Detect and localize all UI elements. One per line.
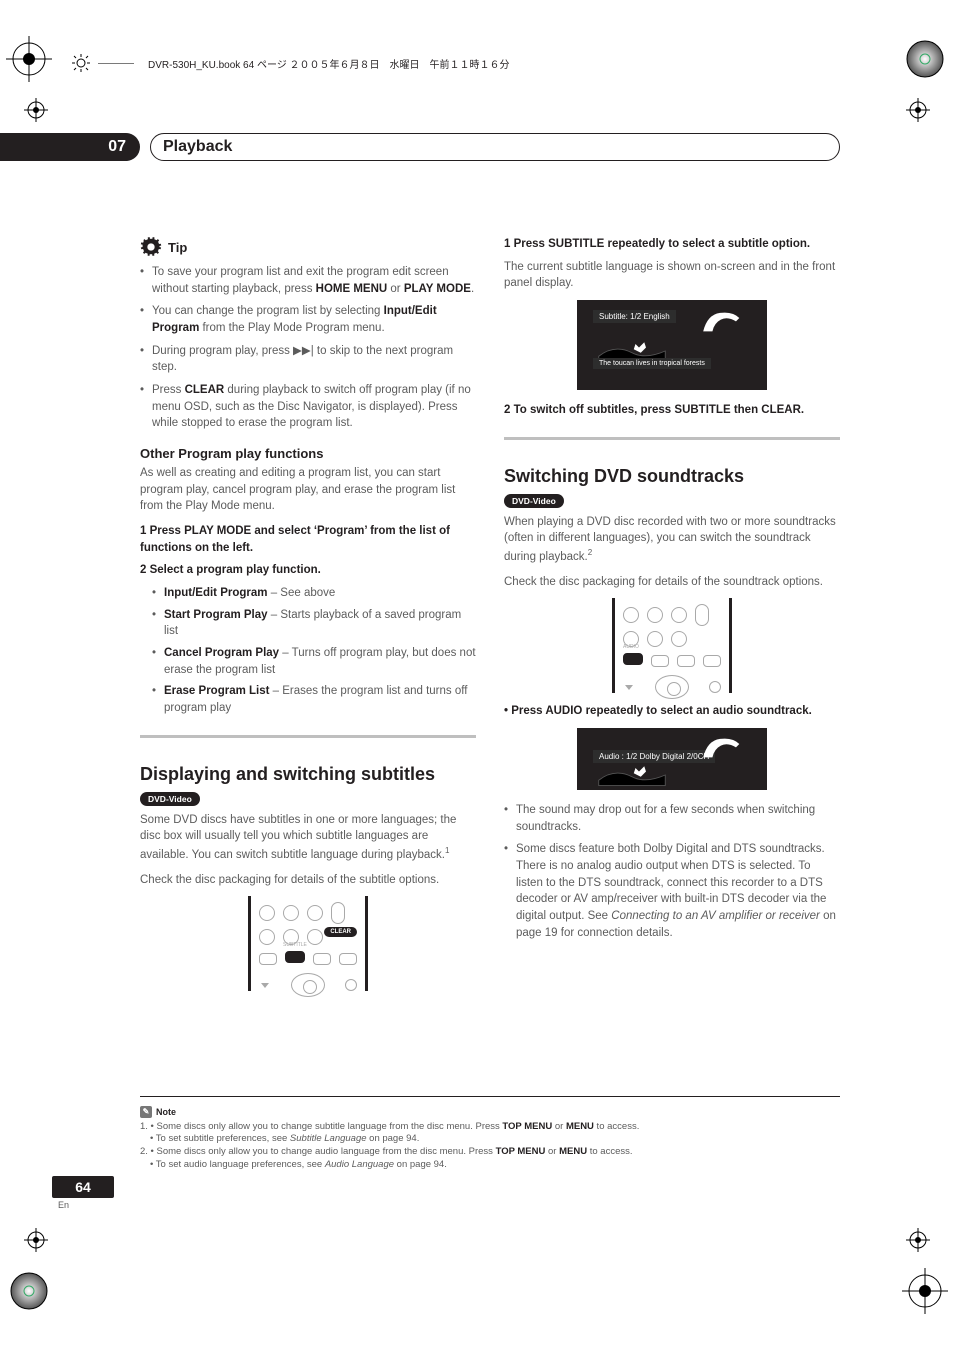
trim-b2 [906, 1228, 930, 1252]
page-number: 64 [52, 1176, 114, 1198]
note-icon: ✎ [140, 1106, 152, 1118]
audio-button-icon [623, 653, 643, 665]
footnote-line: • To set subtitle preferences, see Subti… [140, 1133, 840, 1146]
reg-mark-bl [6, 1268, 52, 1314]
section-rule [504, 437, 840, 440]
toucan-icon [699, 306, 741, 340]
chapter-title: Playback [163, 138, 232, 156]
book-line: DVR-530H_KU.book 64 ページ ２００５年６月８日 水曜日 午前… [72, 52, 882, 74]
sun-icon [72, 54, 90, 72]
tip-heading: Tip [140, 236, 476, 258]
tip-item: You can change the program list by selec… [140, 303, 476, 336]
tip-item: To save your program list and exit the p… [140, 264, 476, 297]
note-heading: ✎ Note [140, 1106, 176, 1118]
func-item: Erase Program List – Erases the program … [152, 683, 476, 716]
note-label: Note [156, 1107, 176, 1117]
func-item: Start Program Play – Starts playback of … [152, 607, 476, 640]
chapter-number: 07 [108, 138, 126, 156]
clear-button-icon: CLEAR [324, 927, 357, 937]
other-heading: Other Program play functions [140, 446, 476, 461]
audio-button-label: AUDIO [623, 644, 639, 650]
r-step-1: 1 Press SUBTITLE repeatedly to select a … [504, 236, 840, 253]
subtitle-p2: Check the disc packaging for details of … [140, 872, 476, 889]
tip-item: Press CLEAR during playback to switch of… [140, 382, 476, 432]
footnotes: ✎ Note 1. • Some discs only allow you to… [140, 1096, 840, 1172]
footnote-line: 1. • Some discs only allow you to change… [140, 1121, 840, 1134]
tip-list: To save your program list and exit the p… [140, 264, 476, 432]
trim-t [24, 98, 48, 122]
list-item: Some discs feature both Dolby Digital an… [504, 841, 840, 941]
osd-audio: Audio : 1/2 Dolby Digital 2/0CH [577, 728, 767, 790]
step-1: 1 Press PLAY MODE and select ‘Program’ f… [140, 523, 476, 556]
r-p2: When playing a DVD disc recorded with tw… [504, 514, 840, 566]
book-line-text: DVR-530H_KU.book 64 ページ ２００５年６月８日 水曜日 午前… [148, 56, 510, 71]
subtitle-p1: Some DVD discs have subtitles in one or … [140, 812, 476, 864]
chapter-pill: 07 [0, 133, 140, 161]
footnote-line: 2. • Some discs only allow you to change… [140, 1146, 840, 1159]
footnote-line: • To set audio language preferences, see… [140, 1159, 840, 1172]
soundtrack-notes: The sound may drop out for a few seconds… [504, 802, 840, 941]
list-item: The sound may drop out for a few seconds… [504, 802, 840, 835]
dvd-video-badge: DVD-Video [504, 494, 564, 508]
osd-subtitle-top: Subtitle: 1/2 English [593, 310, 676, 323]
trim-b [24, 1228, 48, 1252]
func-item: Cancel Program Play – Turns off program … [152, 645, 476, 678]
branch-icon [597, 750, 667, 786]
page-lang: En [52, 1200, 114, 1210]
dvd-video-badge: DVD-Video [140, 792, 200, 806]
tip-label: Tip [168, 240, 187, 255]
r-p3: Check the disc packaging for details of … [504, 574, 840, 591]
reg-mark-tl [6, 36, 52, 82]
reg-mark-tr [902, 36, 948, 82]
right-column: 1 Press SUBTITLE repeatedly to select a … [504, 236, 840, 1001]
r-step-2: 2 To switch off subtitles, press SUBTITL… [504, 402, 840, 419]
r-p1: The current subtitle language is shown o… [504, 259, 840, 292]
section-rule [140, 735, 476, 738]
left-column: Tip To save your program list and exit t… [140, 236, 476, 1001]
section-title-soundtracks: Switching DVD soundtracks [504, 466, 840, 487]
chapter-title-frame: Playback [150, 133, 840, 161]
other-body: As well as creating and editing a progra… [140, 465, 476, 515]
branch-icon [597, 326, 667, 362]
func-list: Input/Edit Program – See above Start Pro… [140, 585, 476, 717]
trim-t2 [906, 98, 930, 122]
page-number-block: 64 En [52, 1176, 114, 1210]
toucan-icon [699, 732, 741, 766]
subtitle-button-icon [285, 951, 305, 963]
subtitle-button-label: SUBTITLE [283, 942, 307, 948]
osd-subtitle: Subtitle: 1/2 English The toucan lives i… [577, 300, 767, 390]
remote-illustration-subtitle: CLEAR SUBTITLE [248, 896, 368, 991]
tip-item: During program play, press ▶▶| to skip t… [140, 343, 476, 376]
remote-illustration-audio: AUDIO [612, 598, 732, 693]
r-step-3: • Press AUDIO repeatedly to select an au… [504, 703, 840, 720]
func-item: Input/Edit Program – See above [152, 585, 476, 602]
section-title-subtitles: Displaying and switching subtitles [140, 764, 476, 785]
osd-subtitle-bottom: The toucan lives in tropical forests [593, 358, 711, 369]
reg-mark-br [902, 1268, 948, 1314]
gear-icon [140, 236, 162, 258]
step-2: 2 Select a program play function. [140, 562, 476, 579]
